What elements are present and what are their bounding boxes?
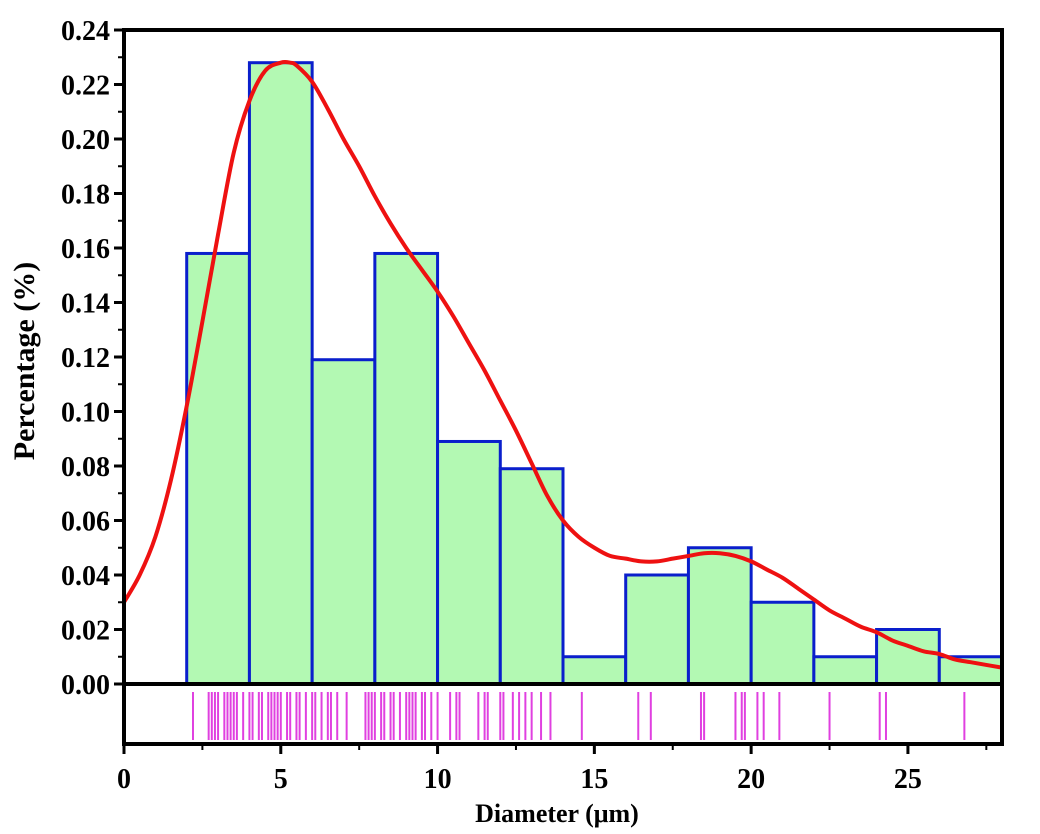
y-tick-label: 0.00: [61, 670, 110, 701]
histogram-bar: [247, 61, 314, 686]
histogram-bar: [373, 251, 440, 686]
y-tick-label: 0.16: [61, 234, 110, 265]
y-tick-label: 0.10: [61, 398, 110, 429]
x-tick-label: 5: [274, 764, 288, 795]
y-tick-label: 0.02: [61, 616, 110, 647]
x-tick-label: 25: [894, 764, 922, 795]
y-tick-label: 0.08: [61, 452, 110, 483]
y-tick-label: 0.04: [61, 561, 110, 592]
y-tick-label: 0.20: [61, 125, 110, 156]
rug-plot-frame: [122, 682, 1004, 746]
histogram-bars: [185, 61, 1004, 686]
histogram-bar: [185, 251, 251, 686]
kde-curve-group: [122, 59, 1003, 670]
histogram-bar: [498, 467, 565, 686]
x-tick-label: 0: [117, 764, 131, 795]
histogram-bar: [749, 600, 816, 686]
x-axis-title: Diameter (μm): [475, 799, 639, 828]
y-tick-label: 0.14: [61, 289, 110, 320]
x-tick-label: 20: [737, 764, 765, 795]
rug-plot: [191, 692, 966, 740]
histogram-bar: [561, 655, 628, 686]
y-tick-label: 0.18: [61, 180, 110, 211]
histogram-bar: [812, 655, 879, 686]
histogram-bar: [624, 573, 690, 686]
y-tick-label: 0.06: [61, 507, 110, 538]
x-tick-label: 15: [580, 764, 608, 795]
kde-curve: [122, 59, 1003, 670]
y-tick-label: 0.22: [61, 71, 110, 102]
y-axis-title: Percentage (%): [8, 262, 41, 461]
histogram-bar: [310, 358, 377, 686]
ticks: 0.00 0.02 0.04 0.06 0.08 0.10 0.12 0.14 0.16 0.18…: [61, 16, 988, 795]
histogram-bar: [436, 439, 502, 686]
histogram-bar: [686, 546, 753, 686]
y-tick-label: 0.12: [61, 343, 110, 374]
x-tick-label: 10: [424, 764, 452, 795]
y-tick-label: 0.24: [61, 16, 110, 47]
